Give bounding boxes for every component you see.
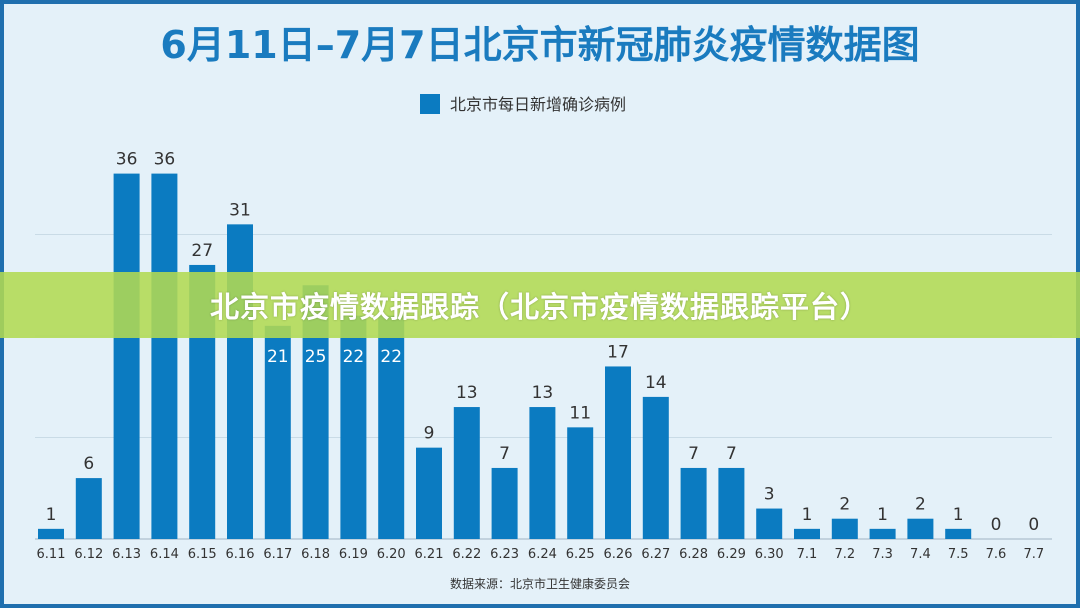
bar-6.13 [113, 173, 140, 539]
data-label-7.1: 1 [802, 505, 813, 525]
tick-label-6.16: 6.16 [226, 547, 255, 562]
tick-label-6.18: 6.18 [301, 547, 330, 562]
bar-7.1 [794, 528, 820, 539]
tick-label-7.6: 7.6 [986, 547, 1007, 562]
bar-6.11 [38, 528, 64, 539]
legend-label: 北京市每日新增确诊病例 [450, 95, 626, 114]
data-label-7.2: 2 [839, 495, 850, 515]
bar-6.14 [151, 173, 178, 539]
bar-7.5 [945, 528, 972, 539]
bar-6.30 [756, 508, 783, 539]
legend-swatch [420, 94, 440, 114]
tick-label-7.7: 7.7 [1023, 547, 1044, 562]
tick-label-6.20: 6.20 [377, 547, 406, 562]
tick-label-6.30: 6.30 [755, 547, 784, 562]
data-label-6.20: 22 [380, 347, 402, 367]
tick-label-6.24: 6.24 [528, 547, 557, 562]
bar-6.28 [680, 467, 707, 539]
tick-label-6.17: 6.17 [263, 547, 292, 562]
tick-label-6.11: 6.11 [37, 547, 66, 562]
tick-label-6.25: 6.25 [566, 547, 595, 562]
bar-6.20 [378, 315, 405, 539]
data-label-6.14: 36 [154, 150, 176, 170]
tick-label-7.1: 7.1 [797, 547, 818, 562]
data-label-7.7: 0 [1028, 515, 1039, 535]
tick-label-7.2: 7.2 [834, 547, 855, 562]
data-label-6.15: 27 [191, 241, 213, 261]
data-label-6.27: 14 [645, 373, 667, 393]
bar-7.3 [869, 528, 896, 539]
data-label-6.30: 3 [764, 485, 775, 505]
bar-6.21 [416, 447, 442, 539]
bar-6.29 [718, 467, 745, 539]
tick-label-6.19: 6.19 [339, 547, 368, 562]
tick-label-6.26: 6.26 [604, 547, 633, 562]
source-note: 数据来源：北京市卫生健康委员会 [450, 576, 630, 591]
bar-7.2 [831, 518, 858, 539]
tick-label-6.29: 6.29 [717, 547, 746, 562]
tick-label-7.5: 7.5 [948, 547, 969, 562]
data-label-6.12: 6 [83, 454, 94, 474]
data-label-6.18: 25 [305, 347, 327, 367]
overlay-banner: 北京市疫情数据跟踪（北京市疫情数据跟踪平台） [0, 272, 1080, 338]
data-label-6.17: 21 [267, 347, 289, 367]
data-label-6.22: 13 [456, 383, 478, 403]
data-label-6.25: 11 [569, 403, 591, 423]
tick-label-6.23: 6.23 [490, 547, 519, 562]
bar-6.25 [567, 427, 594, 539]
tick-label-6.14: 6.14 [150, 547, 179, 562]
tick-label-6.21: 6.21 [415, 547, 444, 562]
data-label-6.11: 1 [46, 505, 57, 525]
tick-label-6.13: 6.13 [112, 547, 141, 562]
data-label-6.21: 9 [424, 424, 435, 444]
data-label-7.3: 1 [877, 505, 888, 525]
data-label-7.4: 2 [915, 495, 926, 515]
bar-6.17 [264, 325, 291, 539]
tick-label-6.22: 6.22 [452, 547, 481, 562]
data-label-7.5: 1 [953, 505, 964, 525]
data-label-6.24: 13 [532, 383, 554, 403]
data-label-6.19: 22 [343, 347, 365, 367]
bar-6.12 [75, 478, 102, 539]
data-label-6.28: 7 [688, 444, 699, 464]
tick-label-6.28: 6.28 [679, 547, 708, 562]
tick-label-7.4: 7.4 [910, 547, 931, 562]
data-label-6.29: 7 [726, 444, 737, 464]
bar-6.26 [605, 366, 631, 539]
bar-6.24 [529, 407, 556, 539]
bar-6.22 [453, 407, 480, 539]
data-label-6.13: 36 [116, 150, 138, 170]
tick-label-6.27: 6.27 [641, 547, 670, 562]
bar-6.23 [491, 467, 518, 539]
tick-label-7.3: 7.3 [872, 547, 893, 562]
bar-6.27 [642, 396, 669, 539]
tick-label-6.12: 6.12 [74, 547, 103, 562]
tick-label-6.15: 6.15 [188, 547, 217, 562]
bar-6.19 [340, 315, 367, 539]
chart-title: 6月11日–7月7日北京市新冠肺炎疫情数据图 [160, 23, 919, 67]
data-label-6.16: 31 [229, 200, 251, 220]
data-label-7.6: 0 [991, 515, 1002, 535]
data-label-6.26: 17 [607, 342, 629, 362]
data-label-6.23: 7 [499, 444, 510, 464]
bar-7.4 [907, 518, 934, 539]
